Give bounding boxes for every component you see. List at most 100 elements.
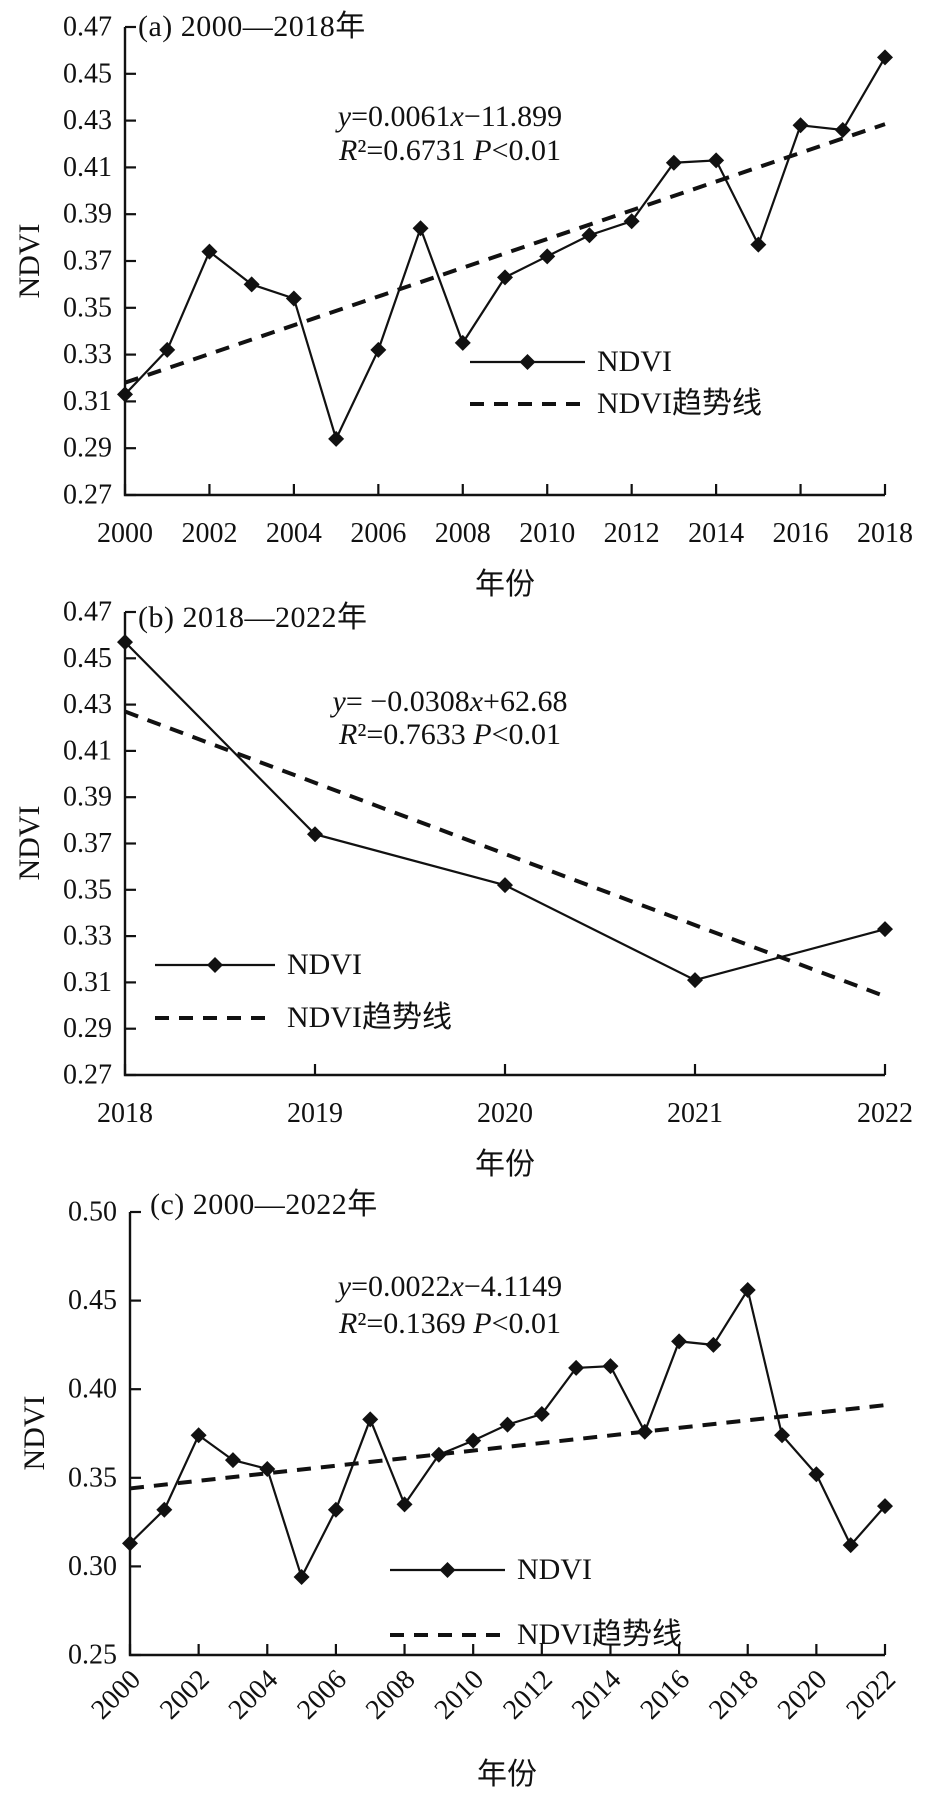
- panel-b-legend-trendline-label: NDVI趋势线: [287, 1001, 452, 1034]
- axes: [123, 27, 885, 497]
- data-point-2020: [497, 877, 513, 894]
- panel-c-legend-ndvi-label: NDVI: [517, 1553, 592, 1586]
- trend-line: [124, 709, 886, 999]
- ndvi-chart-a-canvas: 0.27 0.29 0.31 0.33 0.35 0.37 0.39 0.41 0.43 0.45…: [63, 12, 913, 550]
- chart-panel-c: 0.25 0.30 0.35 0.40 0.45 0.50 2000 2002 2004 2006…: [0, 1185, 934, 1796]
- data-point-2013: [568, 1359, 585, 1376]
- y-tick-label: 0.27: [63, 480, 112, 511]
- y-tick-label: 0.31: [63, 386, 112, 417]
- x-tick-label: 2016: [635, 1664, 697, 1726]
- x-tick-label: 2012: [497, 1664, 559, 1726]
- x-tick-label: 2022: [857, 1098, 913, 1129]
- legend-ndvi-marker: [439, 1562, 456, 1578]
- data-point-2001: [156, 1501, 173, 1518]
- data-point-2017: [705, 1336, 722, 1353]
- data-point-2014: [602, 1358, 619, 1375]
- x-tick-label: 2018: [97, 1098, 153, 1129]
- x-tick-label: 2019: [287, 1098, 343, 1129]
- data-point-2021: [842, 1537, 859, 1554]
- data-point-2008: [454, 334, 471, 351]
- data-point-2008: [396, 1496, 413, 1513]
- data-point-2001: [159, 341, 176, 358]
- x-tick-label: 2022: [840, 1664, 902, 1726]
- data-point-2006: [370, 341, 387, 358]
- legend-ndvi-marker: [207, 957, 223, 973]
- x-tick-label: 2010: [429, 1664, 491, 1726]
- data-point-2000: [117, 386, 133, 403]
- data-point-2003: [224, 1452, 241, 1469]
- data-point-2018: [117, 634, 133, 651]
- data-point-2009: [497, 269, 513, 286]
- y-tick-label: 0.37: [63, 828, 112, 859]
- y-tick-label: 0.40: [68, 1374, 117, 1405]
- panel-b-y-axis-title: NDVI: [13, 805, 46, 881]
- data-point-2014: [708, 152, 725, 169]
- data-point-2010: [539, 248, 556, 265]
- panel-b-title: (b) 2018—2022年: [138, 601, 368, 634]
- panel-b-legend-ndvi-label: NDVI: [287, 948, 362, 981]
- y-tick-label: 0.45: [68, 1285, 117, 1316]
- y-tick-label: 0.27: [63, 1060, 112, 1091]
- panel-c-title: (c) 2000—2022年: [150, 1188, 378, 1221]
- y-tick-label: 0.41: [63, 152, 112, 183]
- data-point-2002: [201, 243, 218, 260]
- y-tick-label: 0.29: [63, 433, 112, 464]
- trend-line: [129, 1403, 886, 1491]
- data-point-2005: [293, 1569, 310, 1586]
- y-tick-label: 0.43: [63, 689, 112, 720]
- panel-a-title: (a) 2000—2018年: [138, 10, 366, 43]
- x-tick-label: 2006: [291, 1664, 353, 1726]
- y-tick-label: 0.43: [63, 105, 112, 136]
- data-point-2004: [285, 290, 302, 307]
- data-point-2022: [877, 1498, 893, 1515]
- y-tick-label: 0.41: [63, 735, 112, 766]
- panel-a-legend-ndvi-label: NDVI: [597, 345, 672, 378]
- chart-panel-b: 0.27 0.29 0.31 0.33 0.35 0.37 0.39 0.41 0.43 0.45…: [0, 600, 934, 1185]
- x-tick-label: 2002: [154, 1664, 216, 1726]
- y-tick-label: 0.37: [63, 246, 112, 277]
- data-point-2007: [412, 220, 429, 237]
- y-tick-label: 0.31: [63, 967, 112, 998]
- x-tick-label: 2002: [181, 518, 237, 549]
- panel-a-r2-pvalue: R²=0.6731 P<0.01: [339, 134, 561, 167]
- y-tick-label: 0.30: [68, 1551, 117, 1582]
- y-tick-label: 0.35: [68, 1462, 117, 1493]
- data-point-2004: [259, 1460, 276, 1477]
- data-point-2019: [774, 1427, 791, 1444]
- data-point-2015: [750, 236, 767, 253]
- data-point-2016: [792, 117, 809, 134]
- data-point-2020: [808, 1466, 825, 1483]
- x-tick-label: 2014: [688, 518, 744, 549]
- x-tick-label: 2008: [360, 1664, 422, 1726]
- data-point-2018: [877, 49, 893, 66]
- data-point-2011: [581, 227, 598, 244]
- data-point-2012: [623, 213, 640, 230]
- panel-b-equation: y= −0.0308x+62.68: [332, 685, 568, 718]
- data-point-2007: [362, 1411, 379, 1428]
- panel-a-x-axis-title: 年份: [475, 568, 535, 601]
- panel-c-r2-pvalue: R²=0.1369 P<0.01: [339, 1307, 561, 1340]
- data-point-2010: [465, 1432, 482, 1449]
- y-tick-label: 0.47: [63, 600, 112, 628]
- x-tick-label: 2004: [266, 518, 322, 549]
- data-point-2021: [687, 972, 703, 989]
- y-tick-label: 0.29: [63, 1013, 112, 1044]
- x-tick-label: 2020: [772, 1664, 834, 1726]
- y-tick-label: 0.50: [68, 1197, 117, 1228]
- x-tick-label: 2014: [566, 1664, 628, 1726]
- x-tick-label: 2012: [604, 518, 660, 549]
- trend-line: [124, 122, 886, 385]
- y-tick-label: 0.35: [63, 292, 112, 323]
- panel-a-y-axis-title: NDVI: [13, 223, 46, 299]
- panel-b-r2-pvalue: R²=0.7633 P<0.01: [339, 718, 561, 751]
- y-tick-label: 0.39: [63, 199, 112, 230]
- data-point-2015: [636, 1423, 653, 1440]
- data-point-2009: [430, 1446, 447, 1463]
- x-tick-label: 2008: [435, 518, 491, 549]
- panel-a-equation: y=0.0061x−11.899: [337, 100, 563, 133]
- y-tick-label: 0.39: [63, 782, 112, 813]
- panel-b-x-axis-title: 年份: [475, 1148, 535, 1181]
- x-tick-label: 2000: [97, 518, 153, 549]
- ndvi-chart-b-canvas: 0.27 0.29 0.31 0.33 0.35 0.37 0.39 0.41 0.43 0.45…: [63, 600, 913, 1129]
- panel-c-equation: y=0.0022x−4.1149: [337, 1270, 563, 1303]
